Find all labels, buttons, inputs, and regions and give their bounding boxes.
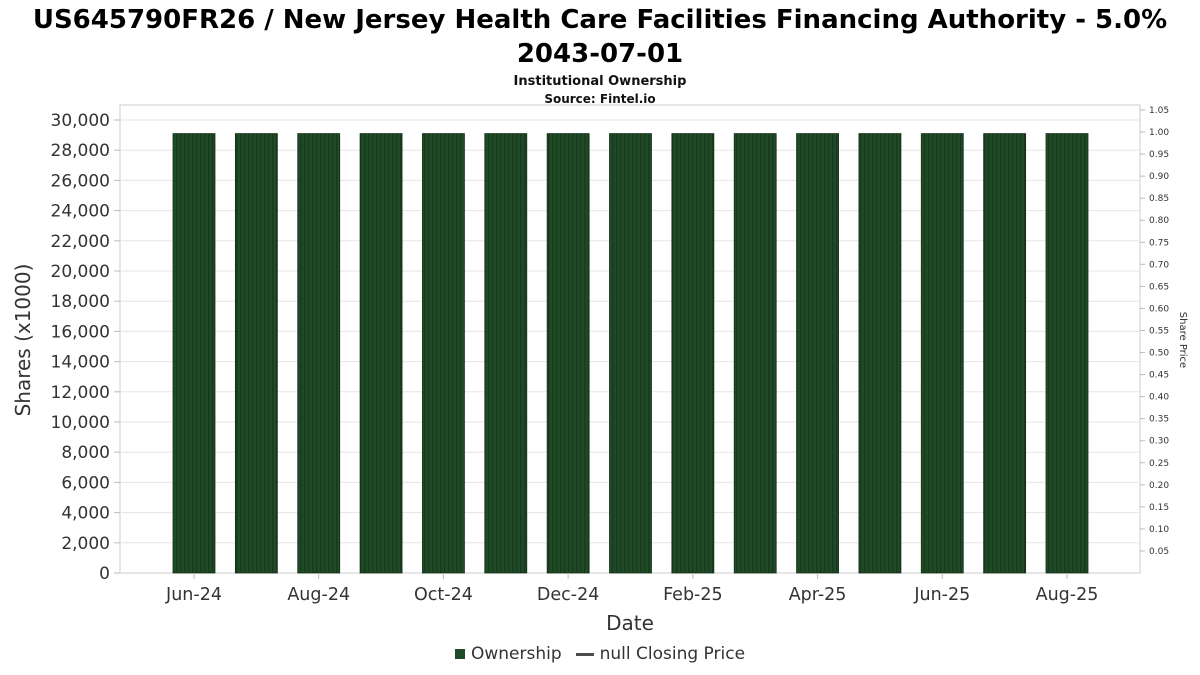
x-tick-label: Jun-25: [913, 585, 970, 605]
legend-ownership-label: Ownership: [470, 644, 562, 664]
y2-tick-label: 0.80: [1149, 216, 1169, 226]
bar-ownership-Jul-24[interactable]: [234, 133, 278, 574]
x-tick-label: Aug-24: [287, 585, 350, 605]
y2-tick-label: 0.60: [1149, 304, 1169, 314]
bar-ownership-Apr-25[interactable]: [796, 133, 839, 574]
y2-tick-label: 0.40: [1149, 393, 1169, 403]
y-tick-label: 0: [99, 564, 110, 584]
x-tick-label: Feb-25: [663, 585, 723, 605]
y-tick-label: 10,000: [51, 413, 110, 433]
bar-ownership-Aug-24[interactable]: [297, 133, 341, 574]
legend-item-ownership[interactable]: Ownership: [454, 644, 562, 664]
legend-closing-price-label: null Closing Price: [599, 644, 746, 664]
bar-ownership-Jan-25[interactable]: [609, 133, 652, 574]
y-tick-label: 30,000: [51, 111, 110, 131]
y-tick-label: 22,000: [51, 232, 110, 252]
y2-tick-label: 0.75: [1149, 238, 1169, 248]
y2-tick-label: 0.70: [1149, 260, 1169, 270]
y-tick-label: 14,000: [51, 353, 110, 373]
y-tick-label: 2,000: [61, 534, 110, 554]
y2-tick-label: 0.35: [1149, 415, 1169, 425]
y-tick-label: 28,000: [51, 141, 110, 161]
closing-price-line-icon: [575, 652, 594, 656]
y2-tick-label: 0.95: [1149, 150, 1169, 160]
x-tick-label: Dec-24: [537, 585, 599, 605]
y2-tick-label: 0.85: [1149, 194, 1169, 204]
bar-ownership-Jun-24[interactable]: [172, 133, 216, 574]
bar-ownership-Sep-24[interactable]: [359, 133, 403, 574]
bar-ownership-Jun-25[interactable]: [920, 133, 964, 574]
y2-tick-label: 0.30: [1149, 437, 1169, 447]
bar-ownership-Nov-24[interactable]: [484, 133, 528, 574]
y2-tick-label: 0.45: [1149, 371, 1169, 381]
y2-tick-label: 1.00: [1149, 128, 1169, 138]
y-axis-title: Shares (x1000): [11, 264, 35, 417]
ownership-swatch-icon: [454, 649, 465, 659]
x-tick-label: Apr-25: [789, 585, 847, 605]
chart-subtitle: Institutional Ownership: [513, 73, 687, 89]
bar-ownership-Jul-25[interactable]: [983, 133, 1027, 574]
y-tick-label: 20,000: [51, 262, 110, 282]
bar-ownership-Mar-25[interactable]: [733, 133, 777, 574]
y2-tick-label: 0.50: [1149, 349, 1169, 359]
x-tick-label: Jun-24: [165, 585, 222, 605]
y2-tick-label: 0.25: [1149, 459, 1169, 469]
bar-ownership-May-25[interactable]: [858, 133, 902, 574]
y-tick-label: 16,000: [51, 322, 110, 342]
y2-tick-label: 1.05: [1149, 106, 1169, 116]
chart-legend: Ownership null Closing Price: [0, 644, 1200, 664]
bar-ownership-Aug-25[interactable]: [1045, 133, 1089, 574]
y2-tick-label: 0.55: [1149, 326, 1169, 336]
chart-title: US645790FR26 / New Jersey Health Care Fa…: [32, 5, 1168, 69]
y2-tick-label: 0.20: [1149, 481, 1169, 491]
y2-tick-label: 0.05: [1149, 547, 1169, 557]
y2-tick-label: 0.15: [1149, 503, 1169, 513]
y-tick-label: 4,000: [61, 504, 110, 524]
chart-source: Source: Fintel.io: [544, 91, 656, 106]
y-tick-label: 24,000: [51, 202, 110, 222]
y2-tick-label: 0.65: [1149, 282, 1169, 292]
y2-tick-label: 0.10: [1149, 525, 1169, 535]
y2-axis-title: Share Price: [1177, 312, 1188, 368]
ownership-bar-chart: 0 2,000 4,000 6,000 8,000 10,000 12,000 14,000 1…: [11, 104, 1188, 635]
bar-ownership-Oct-24[interactable]: [422, 133, 465, 574]
y2-tick-label: 0.90: [1149, 172, 1169, 182]
bar-ownership-Dec-24[interactable]: [546, 133, 590, 574]
legend-item-closing-price[interactable]: null Closing Price: [575, 644, 746, 664]
y-tick-label: 6,000: [61, 473, 110, 493]
x-tick-label: Oct-24: [414, 585, 473, 605]
x-tick-label: Aug-25: [1036, 585, 1099, 605]
y-tick-label: 26,000: [51, 171, 110, 191]
y-tick-label: 18,000: [51, 292, 110, 312]
y-tick-label: 12,000: [51, 383, 110, 403]
bar-ownership-Feb-25[interactable]: [671, 133, 715, 574]
x-axis-title: Date: [606, 611, 654, 635]
y-tick-label: 8,000: [61, 443, 110, 463]
